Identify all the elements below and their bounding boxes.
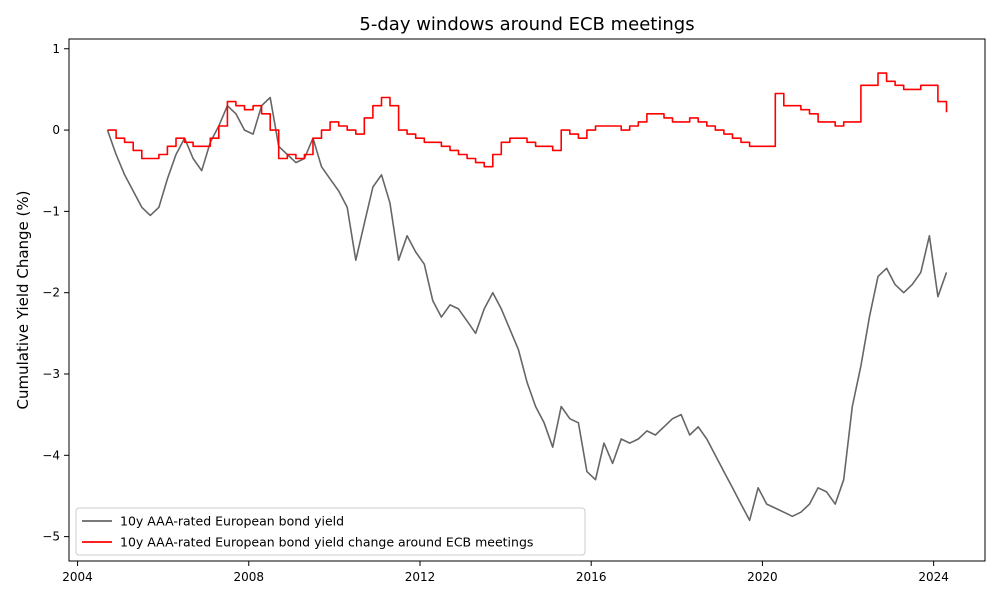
legend: 10y AAA-rated European bond yield 10y AAA…: [75, 507, 586, 556]
x-tick-label: 2012: [405, 570, 436, 584]
legend-box: [75, 507, 586, 556]
legend-label-2: 10y AAA-rated European bond yield change…: [120, 535, 533, 550]
x-tick-label: 2008: [234, 570, 265, 584]
y-tick-label: −5: [42, 530, 60, 544]
plot-frame: [68, 38, 986, 562]
x-tick-label: 2020: [747, 570, 778, 584]
y-axis-label: Cumulative Yield Change (%): [14, 190, 32, 409]
series-line-1: [106, 96, 948, 522]
y-tick-label: −4: [42, 448, 60, 462]
chart-title: 5-day windows around ECB meetings: [359, 14, 694, 35]
legend-label-1: 10y AAA-rated European bond yield: [120, 514, 344, 529]
plot-area: 2004 2008 2012 2016 2020 2024 1 0 −1 −2 −3 −4 −5: [42, 38, 986, 584]
y-tick-label: 0: [52, 123, 60, 137]
x-tick-label: 2016: [576, 570, 607, 584]
x-tick-label: 2024: [918, 570, 949, 584]
x-tick-label: 2004: [62, 570, 93, 584]
y-tick-label: 1: [52, 42, 60, 56]
y-tick-label: −1: [42, 204, 60, 218]
y-tick-label: −3: [42, 367, 60, 381]
series-line-2: [107, 72, 948, 168]
y-tick-label: −2: [42, 286, 60, 300]
